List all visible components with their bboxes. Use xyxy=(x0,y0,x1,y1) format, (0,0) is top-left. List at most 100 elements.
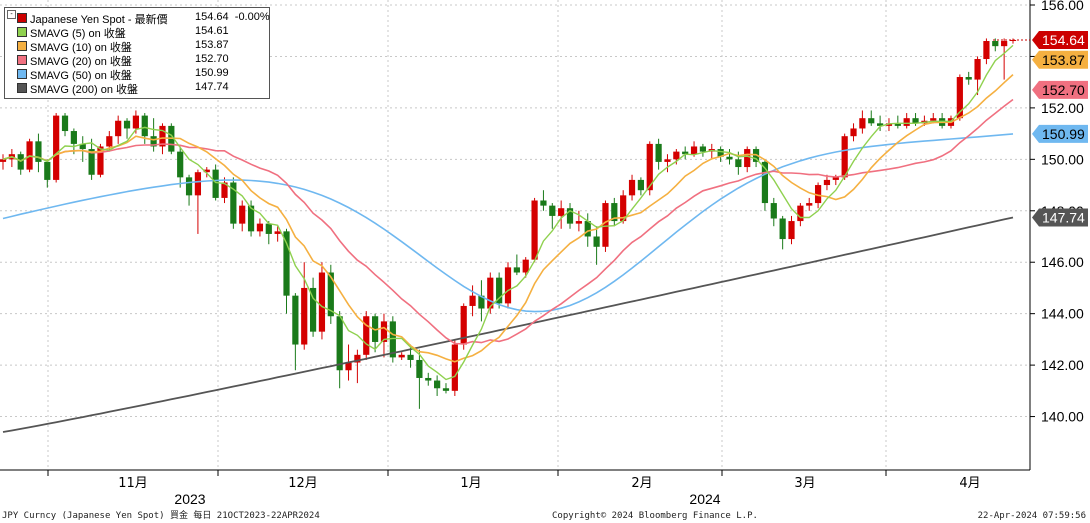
candle-body xyxy=(194,172,202,196)
candle-body xyxy=(478,295,485,309)
legend-item-price: Japanese Yen Spot - 最新價 154.64 -0.00% xyxy=(5,10,270,26)
legend-value-sma20: 152.70 xyxy=(195,53,229,65)
candle-body xyxy=(354,354,361,363)
legend-value-sma5: 154.61 xyxy=(195,25,229,37)
tag-shape xyxy=(1032,208,1088,227)
candle-body xyxy=(487,277,494,309)
last-value-tag: 150.99 xyxy=(1032,124,1088,143)
footer-copyright: Copyright© 2024 Bloomberg Finance L.P. xyxy=(552,511,758,521)
candle-body xyxy=(549,205,556,216)
legend-swatch-sma50 xyxy=(17,69,27,79)
candle-body xyxy=(301,287,308,345)
legend-item-sma5: SMAVG (5) on 收盤 154.61 xyxy=(5,24,267,40)
candle-body xyxy=(398,354,405,358)
candle-body xyxy=(522,259,529,273)
candle-body xyxy=(877,123,884,126)
tag-shape xyxy=(1032,80,1088,99)
candle-body xyxy=(230,182,237,224)
candle-body xyxy=(469,295,476,306)
candle-body xyxy=(885,123,893,126)
x-month-label: 3月 xyxy=(794,476,815,491)
candle-body xyxy=(788,221,795,240)
candle-body xyxy=(380,321,388,342)
candle-body xyxy=(540,200,547,206)
candle-body xyxy=(496,277,503,304)
candle-body xyxy=(44,161,51,180)
tag-label: 150.99 xyxy=(1042,126,1085,142)
legend-swatch-sma5 xyxy=(17,27,27,37)
last-value-tag: 154.64 xyxy=(1032,30,1088,49)
candle-body xyxy=(221,182,228,198)
tag-shape xyxy=(1032,124,1088,143)
candle-body xyxy=(593,236,600,247)
candle-body xyxy=(141,115,148,137)
candle-body xyxy=(0,159,7,162)
footer-timestamp: 22-Apr-2024 07:59:56 xyxy=(977,511,1086,521)
candle-body xyxy=(841,136,848,178)
legend-value-sma200: 147.74 xyxy=(195,81,229,93)
candle-body xyxy=(363,316,370,355)
legend-value-sma10: 153.87 xyxy=(195,39,229,51)
tag-shape xyxy=(1032,50,1088,69)
candle-body xyxy=(132,115,139,129)
y-tick-label: 146.00 xyxy=(1041,254,1084,270)
x-month-label: 1月 xyxy=(460,476,481,491)
x-month-label: 12月 xyxy=(288,476,318,491)
candle-body xyxy=(690,146,698,155)
candle-body xyxy=(256,223,264,232)
legend-item-sma50: SMAVG (50) on 收盤 150.99 xyxy=(5,66,267,82)
candle-body xyxy=(992,41,999,47)
x-month-label: 11月 xyxy=(118,476,148,491)
candle-body xyxy=(70,131,77,144)
candle-body xyxy=(97,146,104,175)
candle-body xyxy=(664,159,671,162)
candle-body xyxy=(416,359,423,378)
x-month-label: 2月 xyxy=(631,476,652,491)
candle-body xyxy=(912,118,919,124)
legend-item-sma20: SMAVG (20) on 收盤 152.70 xyxy=(5,52,267,68)
candle-body xyxy=(309,287,317,332)
candle-body xyxy=(389,321,396,358)
candle-body xyxy=(513,267,520,273)
candle-body xyxy=(655,143,662,162)
candle-body xyxy=(53,115,60,180)
candle-body xyxy=(903,118,910,126)
candle-body xyxy=(442,388,450,391)
sma10-line xyxy=(2,74,1014,363)
candle-body xyxy=(673,151,680,160)
candle-body xyxy=(451,344,458,391)
candle-body xyxy=(628,179,636,196)
collapse-icon[interactable]: - xyxy=(7,10,16,19)
candle-body xyxy=(123,120,131,129)
candle-body xyxy=(504,267,512,304)
candle-body xyxy=(558,208,565,216)
legend-label-sma200: SMAVG (200) on 收盤 xyxy=(30,84,138,96)
legend-label-price: Japanese Yen Spot - 最新價 xyxy=(30,14,168,26)
candle-body xyxy=(345,362,352,371)
legend-swatch-sma200 xyxy=(17,83,27,93)
candle-body xyxy=(247,205,255,232)
y-tick-label: 144.00 xyxy=(1041,306,1084,322)
tag-label: 152.70 xyxy=(1042,82,1085,98)
legend-label-sma20: SMAVG (20) on 收盤 xyxy=(30,56,132,68)
candle-body xyxy=(717,149,724,157)
sma5-line xyxy=(2,44,1014,381)
candle-body xyxy=(761,161,769,204)
last-value-tag: 152.70 xyxy=(1032,80,1088,99)
candle-body xyxy=(620,195,627,222)
y-tick-label: 140.00 xyxy=(1041,409,1084,425)
candle-body xyxy=(797,205,804,222)
tag-label: 154.64 xyxy=(1042,32,1085,48)
legend-label-sma5: SMAVG (5) on 收盤 xyxy=(30,28,126,40)
candle-body xyxy=(79,143,86,150)
candle-body xyxy=(336,316,343,371)
candle-body xyxy=(150,136,157,147)
candle-body xyxy=(974,59,981,80)
candle-body xyxy=(283,231,290,296)
legend-value-price: 154.64 -0.00% xyxy=(195,11,270,23)
candle-body xyxy=(566,208,574,224)
candle-body xyxy=(735,159,742,168)
y-tick-label: 152.00 xyxy=(1041,100,1084,116)
legend-label-sma50: SMAVG (50) on 收盤 xyxy=(30,70,132,82)
last-value-tag: 153.87 xyxy=(1032,50,1088,69)
